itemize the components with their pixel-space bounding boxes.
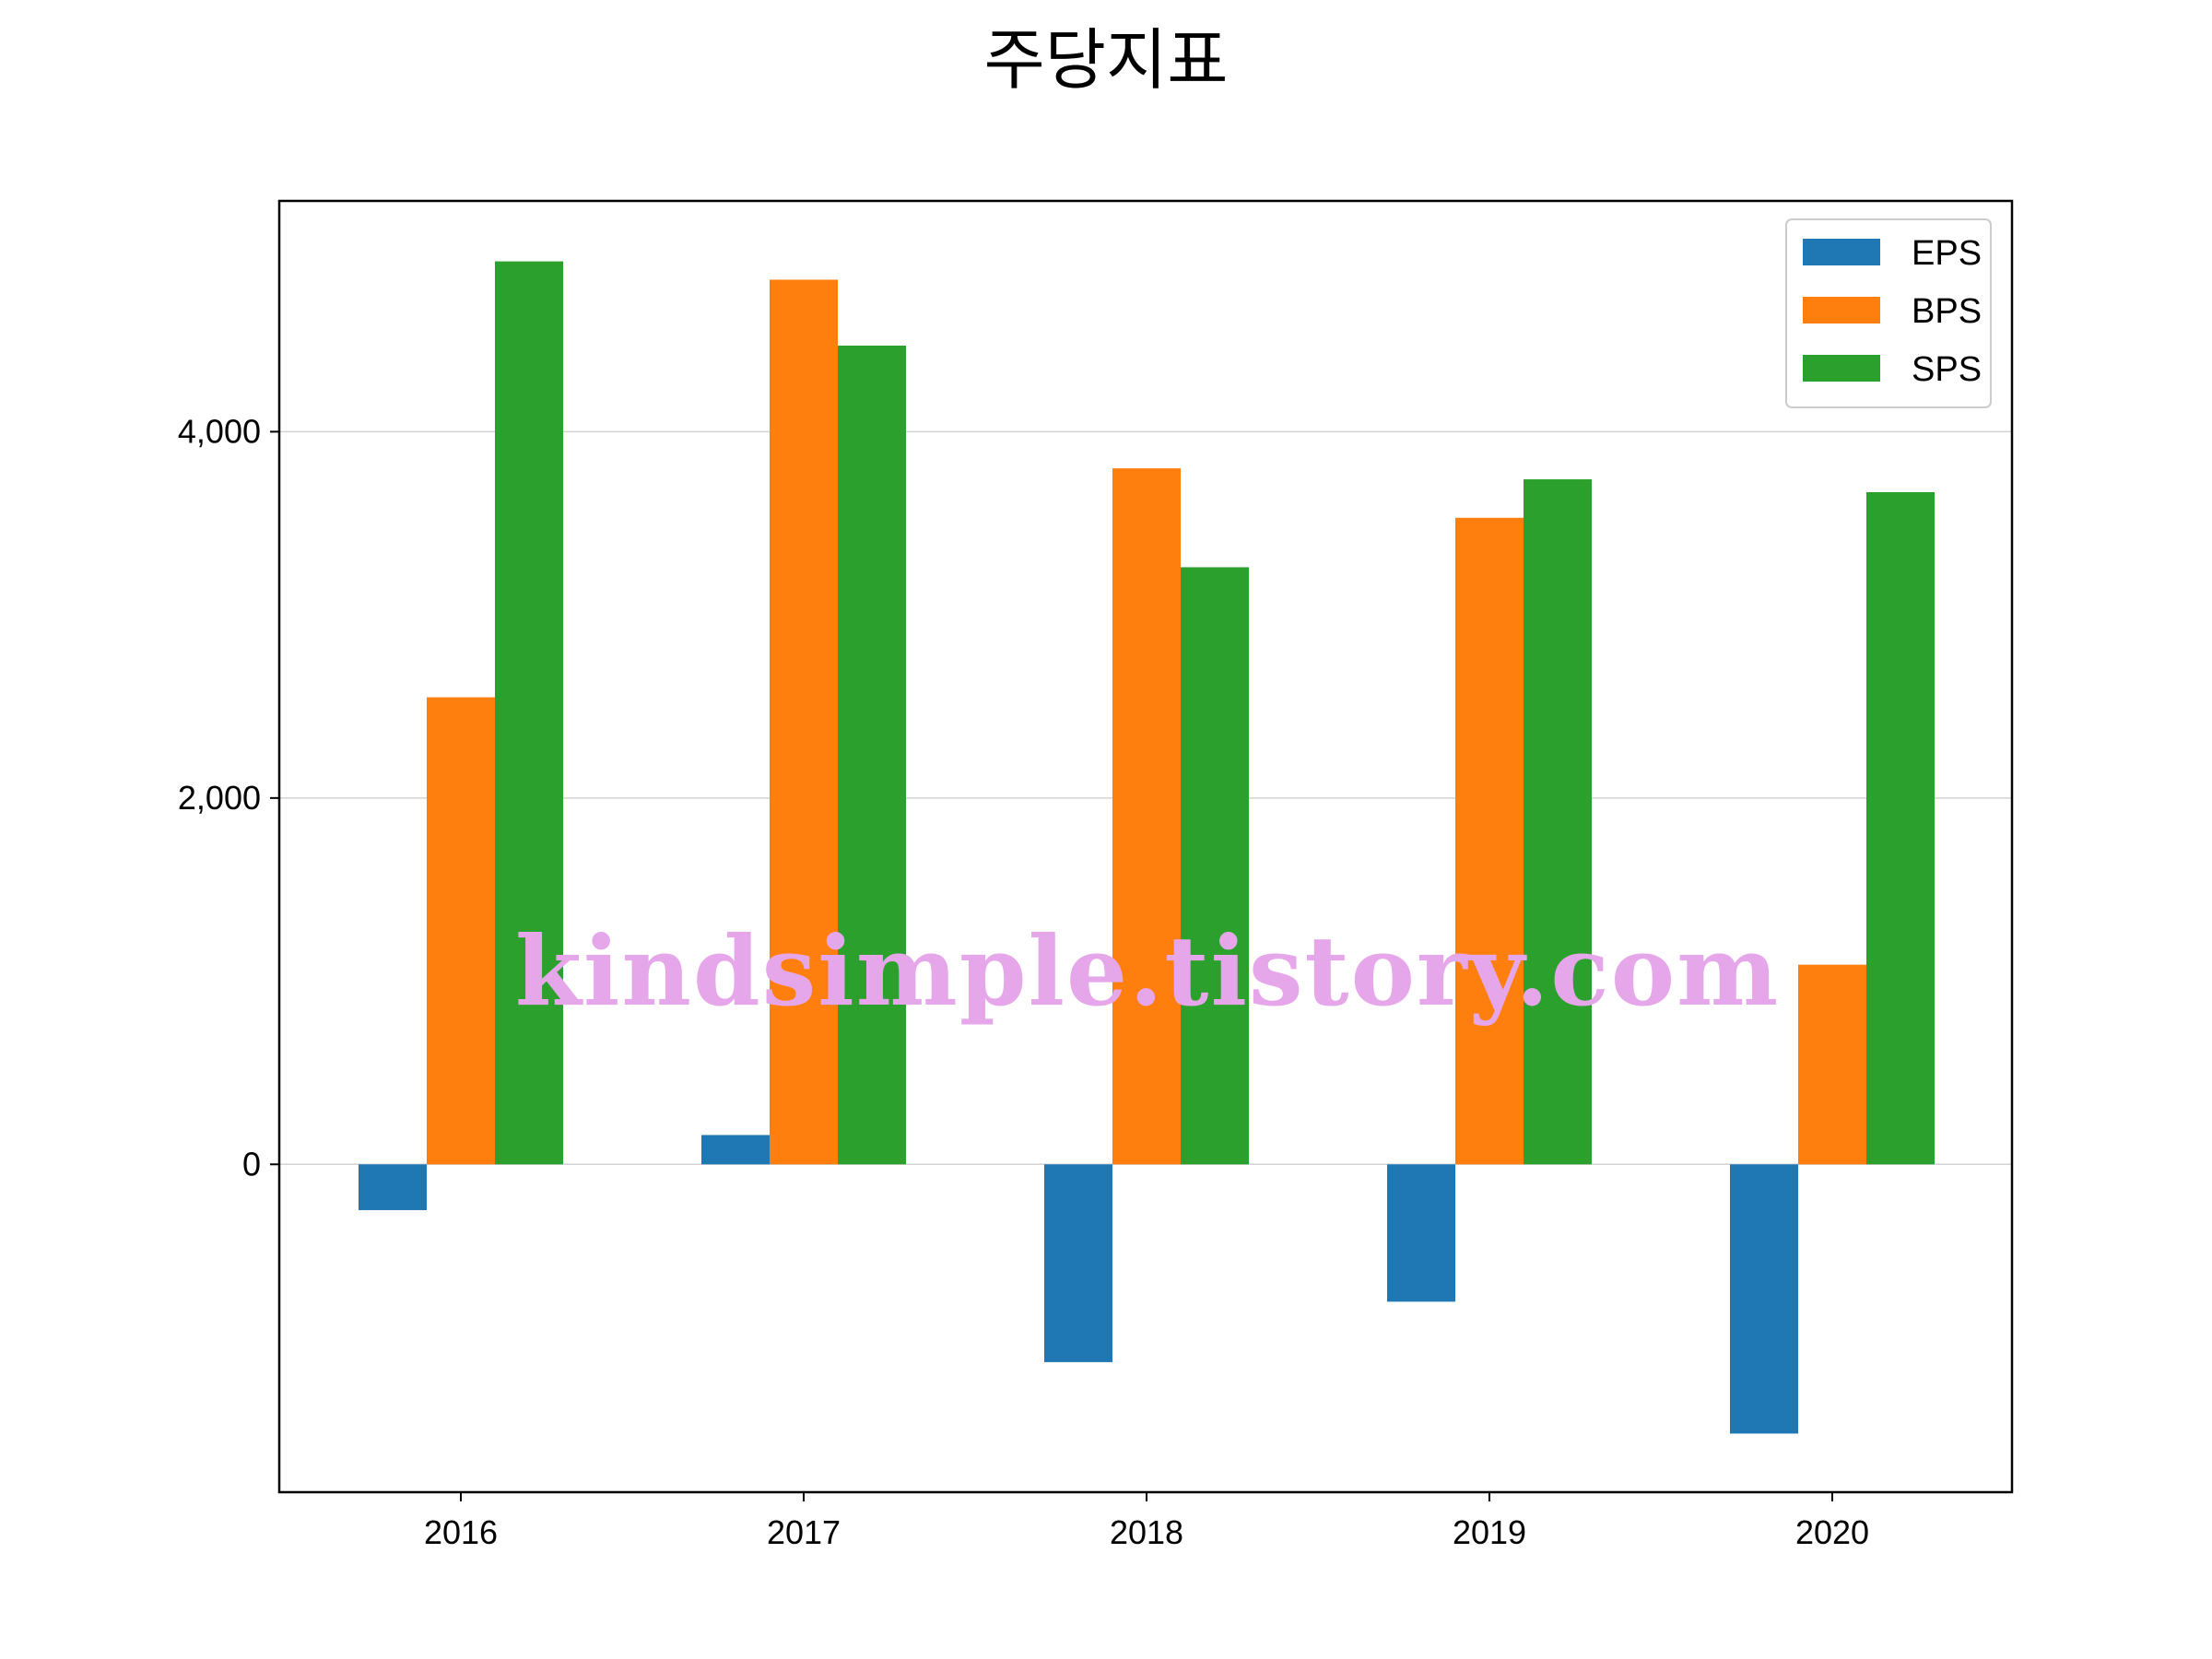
bar-eps-2019 xyxy=(1387,1164,1455,1302)
legend: EPS BPS SPS xyxy=(1785,218,1992,408)
legend-swatch-bps xyxy=(1803,297,1880,324)
bar-bps-2016 xyxy=(427,697,495,1165)
bar-bps-2020 xyxy=(1798,964,1866,1165)
legend-label-sps: SPS xyxy=(1912,350,1982,389)
legend-swatch-eps xyxy=(1803,239,1880,265)
x-tick-label: 2016 xyxy=(424,1513,498,1551)
chart-title: 주당지표 xyxy=(984,21,1229,99)
bar-sps-2016 xyxy=(495,261,563,1165)
bar-eps-2020 xyxy=(1730,1164,1798,1434)
x-tick-label: 2020 xyxy=(1795,1513,1869,1551)
bar-bps-2017 xyxy=(770,279,838,1165)
bar-sps-2017 xyxy=(838,345,906,1165)
bar-eps-2017 xyxy=(701,1135,770,1165)
bar-sps-2019 xyxy=(1524,479,1592,1165)
ticks-layer: 0 2,000 4,000 2016 2017 2018 2019 2020 xyxy=(178,412,1869,1551)
x-tick-label: 2018 xyxy=(1110,1513,1183,1551)
y-tick-label: 2,000 xyxy=(178,779,261,817)
bar-sps-2018 xyxy=(1181,567,1249,1165)
bar-bps-2019 xyxy=(1455,517,1524,1165)
x-tick-label: 2017 xyxy=(767,1513,841,1551)
bar-eps-2018 xyxy=(1044,1164,1112,1362)
y-tick-label: 4,000 xyxy=(178,412,261,450)
bars-layer xyxy=(359,261,1935,1434)
watermark-text: kindsimple.tistory.com xyxy=(515,914,1780,1028)
x-tick-label: 2019 xyxy=(1453,1513,1526,1551)
bar-bps-2018 xyxy=(1112,468,1181,1165)
legend-swatch-sps xyxy=(1803,355,1880,382)
y-tick-label: 0 xyxy=(242,1145,261,1182)
legend-label-bps: BPS xyxy=(1912,292,1982,331)
legend-label-eps: EPS xyxy=(1912,234,1982,273)
bar-eps-2016 xyxy=(359,1164,427,1210)
bar-sps-2020 xyxy=(1866,491,1935,1165)
